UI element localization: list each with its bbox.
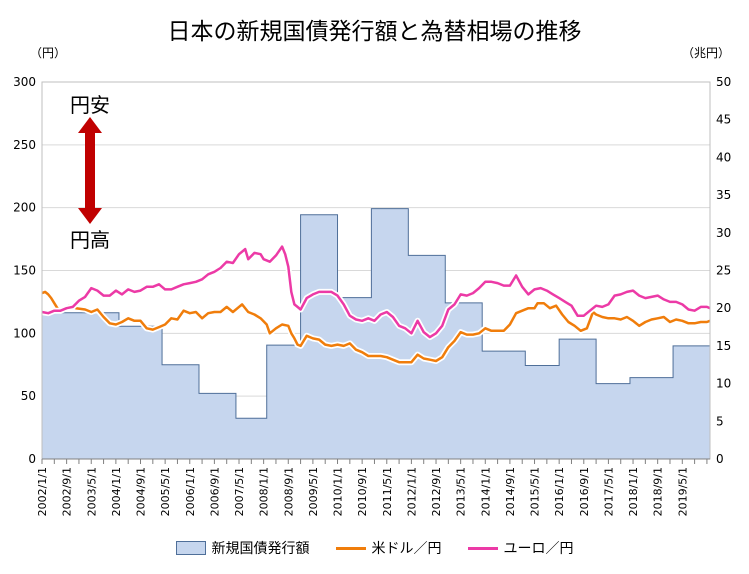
eur-line: [41, 245, 711, 339]
legend-label-usd: 米ドル／円: [371, 541, 442, 557]
legend-swatch-bonds: [175, 541, 206, 555]
y-left-tick-label: 150: [13, 264, 36, 278]
x-tick-label: 2012/9/1: [430, 467, 443, 516]
x-tick-label: 2016/9/1: [578, 467, 591, 516]
legend-swatch-eur: [467, 546, 498, 550]
x-tick-label: 2010/9/1: [356, 467, 369, 516]
legend-item-eur: ユーロ／円: [467, 538, 574, 558]
y-right-tick-label: 20: [716, 301, 731, 315]
y-right-tick-label: 45: [716, 113, 731, 127]
x-tick-label: 2016/1/1: [553, 467, 566, 516]
x-tick-label: 2018/9/1: [652, 467, 665, 516]
x-tick-label: 2015/5/1: [529, 467, 542, 516]
y-left-unit: （円）: [30, 46, 66, 60]
y-left-tick-label: 300: [13, 75, 36, 89]
axes-layer: 0 50 100 150 200 250 300 0 5 10 15 20 25 30 35 40 45 50 （円…: [13, 46, 731, 516]
y-left-tick-label: 100: [13, 326, 36, 340]
annotation-yen-weak: 円安: [70, 93, 110, 117]
x-tick-label: 2019/5/1: [676, 467, 689, 516]
x-tick-label: 2003/5/1: [85, 467, 98, 516]
legend: 新規国債発行額 米ドル／円 ユーロ／円: [0, 538, 749, 558]
x-tick-label: 2017/5/1: [602, 467, 615, 516]
legend-swatch-usd: [335, 546, 366, 550]
y-right-tick-label: 15: [716, 339, 731, 353]
x-tick-label: 2018/1/1: [627, 467, 640, 516]
x-tick-label: 2008/9/1: [282, 467, 295, 516]
x-tick-label: 2006/9/1: [208, 467, 221, 516]
x-tick-label: 2010/1/1: [332, 467, 345, 516]
x-tick-label: 2009/5/1: [307, 467, 320, 516]
x-tick-label: 2013/5/1: [455, 467, 468, 516]
y-right-tick-label: 0: [716, 452, 724, 466]
y-right-tick-label: 40: [716, 150, 731, 164]
x-tick-label: 2006/1/1: [184, 467, 197, 516]
y-right-tick-label: 30: [716, 226, 731, 240]
x-tick-label: 2008/1/1: [258, 467, 271, 516]
x-tick-label: 2002/9/1: [61, 467, 74, 516]
bond-area: [41, 208, 711, 460]
eur-line-layer: [41, 243, 712, 341]
x-tick-label: 2004/1/1: [110, 467, 123, 516]
annotation-yen-strong: 円高: [70, 228, 110, 252]
x-tick-label: 2005/5/1: [159, 467, 172, 516]
y-right-tick-label: 5: [716, 414, 724, 428]
x-tick-label: 2012/1/1: [405, 467, 418, 516]
y-left-tick-label: 200: [13, 201, 36, 215]
arrow-head-down: [78, 208, 102, 224]
y-right-unit: （兆円）: [682, 46, 730, 60]
y-right-tick-label: 35: [716, 188, 731, 202]
arrow-head-up: [78, 117, 102, 133]
x-tick-label: 2007/5/1: [233, 467, 246, 516]
legend-item-usd: 米ドル／円: [335, 538, 442, 558]
x-tick-label: 2011/5/1: [381, 467, 394, 516]
bond-area-layer: [41, 208, 711, 460]
legend-item-bonds: 新規国債発行額: [175, 538, 310, 558]
arrow-shaft: [85, 130, 95, 212]
y-left-tick-label: 50: [21, 389, 36, 403]
y-left-tick-label: 0: [28, 452, 36, 466]
x-tick-label: 2014/9/1: [504, 467, 517, 516]
legend-label-bonds: 新規国債発行額: [211, 541, 310, 557]
x-tick-label: 2004/9/1: [135, 467, 148, 516]
y-right-tick-label: 25: [716, 264, 731, 278]
usd-line: [41, 290, 711, 364]
y-left-tick-label: 250: [13, 138, 36, 152]
legend-label-eur: ユーロ／円: [503, 541, 574, 557]
y-right-tick-label: 50: [716, 75, 731, 89]
x-tick-label: 2002/1/1: [36, 467, 49, 516]
chart-title: 日本の新規国債発行額と為替相場の推移: [167, 19, 582, 45]
usd-line-layer: [40, 288, 712, 366]
x-tick-label: 2014/1/1: [479, 467, 492, 516]
y-right-tick-label: 10: [716, 377, 731, 391]
